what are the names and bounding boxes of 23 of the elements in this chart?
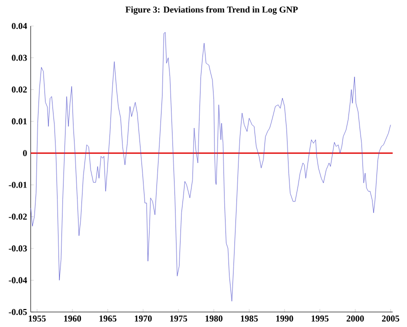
x-tick-label: 1965	[100, 316, 116, 322]
x-tick-label: 1970	[134, 316, 152, 322]
y-tick-label: -0.03	[8, 245, 27, 252]
y-tick-label: -0.04	[8, 277, 28, 284]
line-series	[30, 32, 391, 302]
y-tick-label: -0.01	[8, 182, 27, 188]
x-tick-label: 1980	[206, 316, 222, 322]
y-tick-label: 0.04	[12, 22, 28, 30]
x-tick-label: 1955	[28, 316, 46, 322]
x-tick-label: 1995	[312, 316, 329, 322]
x-tick-label: 1975	[170, 316, 188, 322]
chart-title: Figure 3: Deviations from Trend in Log GNP	[126, 6, 298, 15]
x-tick-label: 1985	[240, 316, 258, 322]
x-tick-label: 2000	[346, 316, 364, 322]
y-tick-label: 0.01	[12, 118, 27, 124]
x-tick-label: 2005	[382, 316, 400, 322]
x-tick-label: 1990	[276, 316, 294, 322]
y-tick-label: -0.02	[8, 214, 27, 220]
x-tick-label: 1960	[64, 316, 82, 322]
y-tick-label: 0.02	[12, 86, 27, 93]
y-tick-label: -0.05	[8, 308, 27, 316]
y-tick-label: 0	[23, 150, 27, 156]
y-tick-label: 0.03	[12, 54, 27, 61]
